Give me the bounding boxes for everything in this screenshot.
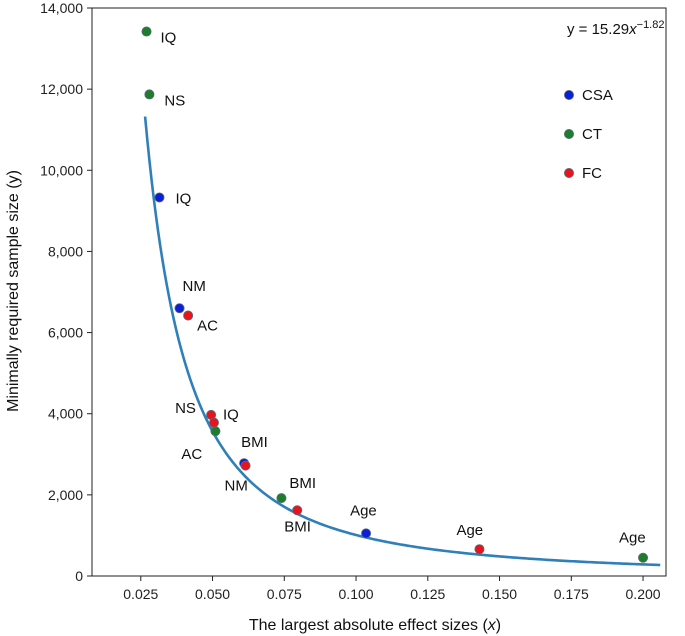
x-axis: 0.025 0.050 0.075 0.100 0.125 0.150 0.175 0.200 xyxy=(123,576,661,602)
point-label: IQ xyxy=(175,190,191,207)
y-tick-label: 10,000 xyxy=(40,162,83,178)
point-label: Age xyxy=(456,522,483,539)
y-tick-label: 14,000 xyxy=(40,0,83,16)
x-tick-label: 0.025 xyxy=(123,586,158,602)
point-label: NM xyxy=(183,278,206,295)
legend-marker-fc xyxy=(564,167,575,178)
fit-equation: y = 15.29x−1.82 xyxy=(567,19,664,38)
legend-label: CT xyxy=(582,126,602,143)
y-axis: 0 2,000 4,000 6,000 8,000 10,000 12,000 14,000 xyxy=(40,0,92,584)
data-point-fc xyxy=(208,417,219,428)
x-tick-label: 0.050 xyxy=(195,586,230,602)
x-tick-label: 0.175 xyxy=(554,586,589,602)
fit-curve xyxy=(143,116,661,567)
x-axis-title: The largest absolute effect sizes (x) xyxy=(249,617,501,634)
point-label: BMI xyxy=(289,475,316,492)
y-tick-label: 2,000 xyxy=(48,487,83,503)
data-point-csa xyxy=(361,528,372,539)
legend-label: CSA xyxy=(582,87,613,104)
point-label: NS xyxy=(164,92,185,109)
data-point-ct xyxy=(141,26,152,37)
y-tick-label: 4,000 xyxy=(48,406,83,422)
fit-curve-layer xyxy=(143,116,661,567)
data-point-csa xyxy=(154,192,165,203)
fit-equation-prefix: y = 15.29 xyxy=(567,21,629,38)
legend-marker-ct xyxy=(564,128,575,139)
point-label: NS xyxy=(175,400,196,417)
legend-marker-csa xyxy=(564,90,575,101)
point-labels-layer: IQ NM BMI Age IQ NS AC BMI Age AC NS IQ NM BMI Age xyxy=(161,30,646,547)
legend: CSA CT FC xyxy=(564,87,613,182)
y-tick-label: 0 xyxy=(75,568,83,584)
data-point-fc xyxy=(474,544,485,555)
x-tick-label: 0.125 xyxy=(410,586,445,602)
x-axis-title-variable: x xyxy=(487,617,497,634)
fit-equation-variable: x xyxy=(628,21,637,38)
data-point-fc xyxy=(240,460,251,471)
x-tick-label: 0.075 xyxy=(267,586,302,602)
legend-label: FC xyxy=(582,165,602,182)
point-label: Age xyxy=(619,530,646,547)
data-points-layer xyxy=(141,26,649,563)
point-label: Age xyxy=(350,502,377,519)
point-label: BMI xyxy=(284,518,311,535)
data-point-ct xyxy=(638,552,649,563)
plot-area xyxy=(91,7,667,577)
y-tick-label: 8,000 xyxy=(48,243,83,259)
data-point-fc xyxy=(183,310,194,321)
point-label: IQ xyxy=(223,407,239,424)
y-axis-title: Minimally required sample size (y) xyxy=(5,170,22,412)
data-point-fc xyxy=(292,505,303,516)
point-label: IQ xyxy=(161,30,177,47)
fit-equation-exponent: −1.82 xyxy=(637,19,665,31)
y-tick-label: 6,000 xyxy=(48,325,83,341)
point-label: AC xyxy=(197,318,218,335)
plot-frame xyxy=(91,7,667,577)
point-label: BMI xyxy=(241,434,268,451)
data-point-csa xyxy=(174,303,185,314)
data-point-ct xyxy=(276,493,287,504)
point-label: AC xyxy=(181,446,202,463)
data-point-ct xyxy=(210,426,221,437)
x-tick-label: 0.100 xyxy=(339,586,374,602)
x-axis-title-main: The largest absolute effect sizes ( xyxy=(249,617,489,634)
x-tick-label: 0.200 xyxy=(626,586,661,602)
x-tick-label: 0.150 xyxy=(482,586,517,602)
y-tick-label: 12,000 xyxy=(40,81,83,97)
x-axis-title-close: ) xyxy=(496,617,501,634)
point-label: NM xyxy=(225,478,248,495)
data-point-ct xyxy=(144,89,155,100)
